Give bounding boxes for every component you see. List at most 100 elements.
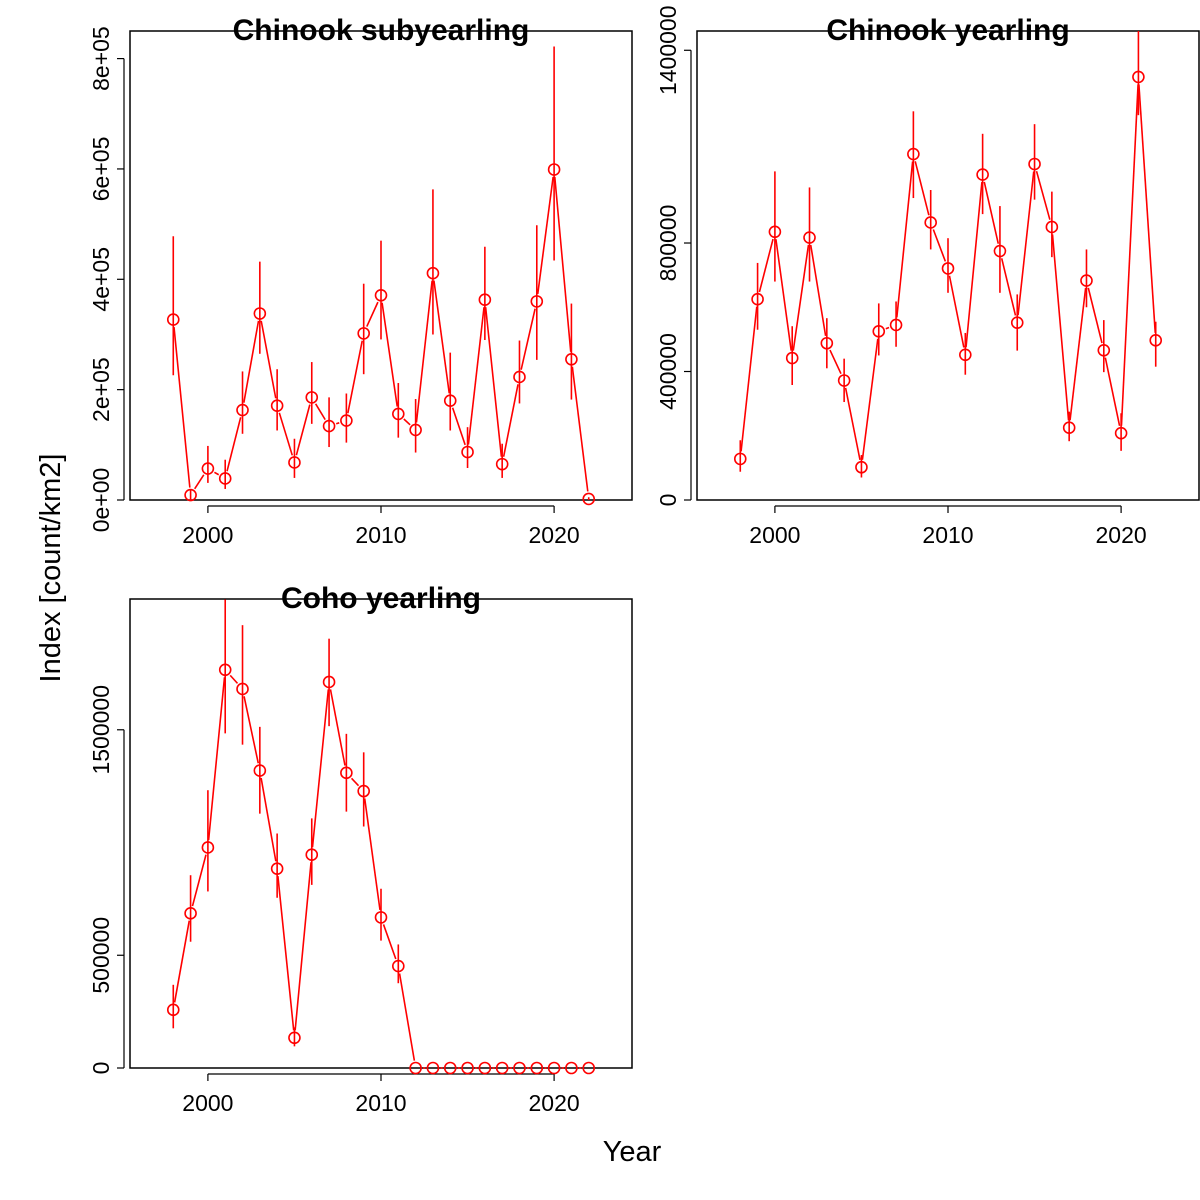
panel-1: Chinook subyearling 2000 2010 2020 0e+00 2e+0… — [88, 14, 633, 548]
series-line-segment — [809, 244, 827, 336]
series-line-segment — [295, 404, 311, 456]
series-line-segment — [536, 176, 554, 295]
plot-frame — [696, 30, 1200, 501]
series-line-segment — [1017, 171, 1035, 316]
series-line-segment — [1087, 287, 1103, 344]
series-line-segment — [792, 244, 810, 351]
data-point — [270, 399, 284, 412]
x-tick-label: 2020 — [529, 1090, 580, 1116]
series-line-segment — [260, 777, 277, 862]
series-line-segment — [363, 798, 381, 911]
series-line-segment — [861, 338, 879, 460]
series-line-segment — [433, 280, 451, 394]
series-line-segment — [382, 924, 397, 960]
data-point — [530, 1061, 544, 1075]
data-point — [253, 307, 267, 320]
data-point — [768, 225, 782, 239]
series-line-segment — [758, 238, 774, 293]
y-tick-label: 0 — [655, 494, 681, 507]
series-line-segment — [1000, 258, 1017, 316]
data-point — [565, 352, 578, 366]
data-point — [1132, 70, 1145, 84]
series-line-segment — [243, 696, 260, 764]
plot-frame — [129, 30, 633, 501]
series-line-segment — [1051, 234, 1070, 421]
data-point — [547, 1061, 561, 1075]
plot-frame — [129, 598, 633, 1069]
series-line-segment — [350, 777, 360, 787]
data-point — [461, 1061, 474, 1075]
y-tick-label: 8e+05 — [88, 26, 114, 91]
series-line-segment — [553, 176, 572, 352]
y-tick-label: 6e+05 — [88, 137, 114, 202]
data-point — [409, 1061, 422, 1075]
panel-title: Chinook yearling — [826, 14, 1069, 47]
data-point — [201, 841, 215, 854]
data-point — [513, 370, 526, 384]
data-point — [184, 488, 197, 502]
series-line-segment — [243, 320, 260, 403]
panels: Chinook subyearling 2000 2010 2020 0e+00 2e+0… — [88, 6, 1200, 1116]
series-line-segment — [314, 403, 326, 421]
data-point — [1045, 220, 1059, 234]
data-point — [270, 862, 284, 875]
data-point — [305, 391, 319, 404]
series-line-segment — [451, 407, 466, 446]
x-tick-label: 2020 — [529, 522, 580, 548]
data-point — [218, 472, 232, 485]
series-line-segment — [983, 181, 1000, 244]
data-point — [236, 403, 249, 417]
series-line-segment — [896, 161, 914, 318]
data-point — [392, 407, 405, 421]
data-point — [872, 325, 886, 338]
series-line-segment — [207, 677, 226, 841]
data-point — [855, 460, 868, 474]
data-point — [582, 492, 596, 506]
data-point — [322, 675, 336, 689]
series-line-segment — [1035, 171, 1051, 220]
y-tick-label: 0e+00 — [88, 468, 114, 533]
shared-y-axis-title: Index [count/km2] — [35, 454, 67, 683]
series-line-segment — [502, 384, 519, 457]
y-tick-label: 500000 — [88, 917, 114, 994]
data-point — [993, 244, 1007, 258]
series-line-segment — [948, 275, 965, 348]
data-point — [253, 764, 267, 777]
data-point — [426, 266, 440, 280]
data-point — [495, 1061, 509, 1075]
series-line-segment — [1120, 84, 1139, 426]
data-point — [166, 313, 180, 326]
x-tick-label: 2000 — [182, 522, 233, 548]
series-line-segment — [914, 161, 930, 216]
series-line-segment — [381, 302, 399, 407]
series-line-segment — [173, 920, 191, 1003]
series-line-segment — [571, 366, 589, 492]
series-line-segment — [191, 854, 207, 907]
series-line-segment — [740, 306, 758, 452]
data-point — [357, 784, 370, 798]
data-point — [889, 318, 903, 332]
data-point — [907, 147, 920, 161]
x-tick-label: 2010 — [355, 1090, 406, 1116]
series-line-segment — [173, 326, 191, 488]
series-line-segment — [1069, 287, 1087, 421]
data-point — [820, 336, 834, 350]
series-line-segment — [226, 417, 242, 472]
series-line-segment — [335, 422, 340, 425]
data-point — [495, 457, 509, 471]
data-point — [392, 959, 405, 973]
series-line-segment — [844, 387, 861, 461]
data-point — [374, 911, 388, 924]
data-point — [443, 1061, 457, 1075]
panel-title: Coho yearling — [281, 582, 481, 615]
x-tick-label: 2000 — [749, 522, 800, 548]
data-point — [837, 374, 851, 387]
data-point — [547, 163, 561, 176]
series-line-segment — [1104, 357, 1121, 427]
data-point — [305, 848, 319, 861]
data-point — [357, 327, 370, 340]
data-point — [785, 351, 799, 365]
data-point — [218, 663, 232, 677]
y-tick-label: 800000 — [655, 205, 681, 282]
